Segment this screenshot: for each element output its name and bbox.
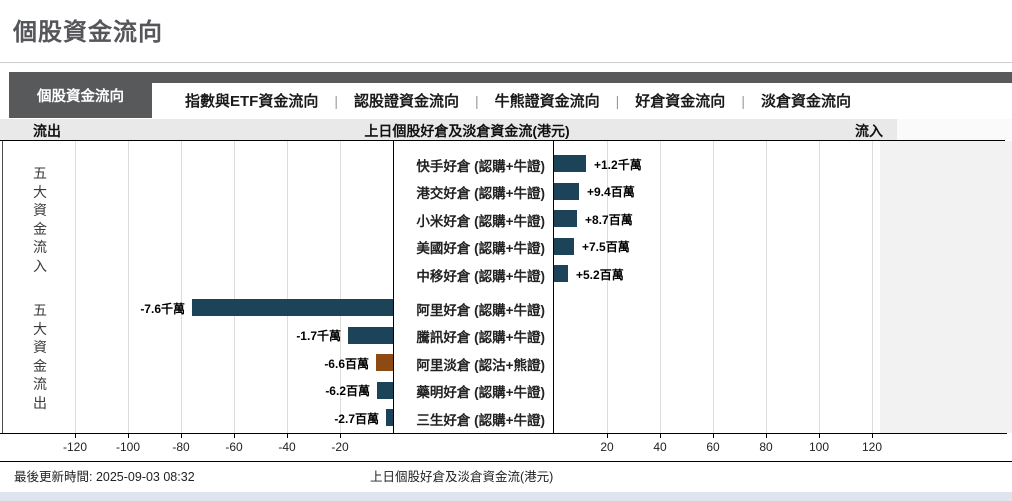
gridline: [287, 141, 288, 433]
footer-chart-caption: 上日個股好倉及淡倉資金流(港元): [370, 470, 554, 484]
group-label-top5-outflow: 五大資金流出: [33, 302, 47, 411]
axis-tick: [872, 434, 873, 438]
fund-flow-bar: [554, 210, 577, 227]
title-divider: [0, 62, 1012, 63]
gridline: [75, 141, 76, 433]
row-label: 港交好倉 (認購+牛證): [416, 186, 545, 201]
tab-long-position-fund-flow[interactable]: 好倉資金流向: [635, 93, 726, 110]
label-column-right-border: [553, 141, 554, 433]
row-label: 快手好倉 (認購+牛證): [416, 158, 545, 174]
bar-value-label: +9.4百萬: [587, 185, 635, 199]
axis-tick: [340, 434, 341, 438]
row-label: 三生好倉 (認購+牛證): [416, 412, 545, 428]
row-label: 阿里淡倉 (認沽+熊證): [416, 357, 545, 373]
tabbar: 指數與ETF資金流向 | 認股證資金流向 | 牛熊證資金流向 | 好倉資金流向 …: [152, 83, 867, 118]
label-column-left-border: [393, 141, 394, 433]
axis-tick-label: -120: [62, 440, 88, 454]
axis-tick: [607, 434, 608, 438]
chart-header-strip: [0, 119, 897, 140]
axis-tick: [819, 434, 820, 438]
bar-value-label: -2.7百萬: [334, 411, 379, 426]
gridline: [181, 141, 182, 433]
axis-tick-label: 20: [600, 440, 614, 454]
row-label: 中移好倉 (認購+牛證): [416, 268, 545, 284]
row-label: 小米好倉 (認購+牛證): [416, 213, 545, 229]
gridline: [713, 141, 714, 433]
page-title: 個股資金流向: [13, 19, 163, 46]
gridline: [234, 141, 235, 433]
fund-flow-bar: [192, 299, 393, 316]
chart-title: 上日個股好倉及淡倉資金流(港元): [364, 123, 570, 139]
gridline: [872, 141, 873, 433]
x-axis-line: [0, 433, 1007, 434]
chart-left-border: [2, 141, 3, 433]
bar-value-label: -6.2百萬: [325, 384, 370, 398]
row-label: 阿里好倉 (認購+牛證): [416, 302, 545, 318]
row-label: 藥明好倉 (認購+牛證): [416, 385, 545, 400]
axis-tick-label: 120: [861, 440, 883, 454]
tab-separator: |: [615, 92, 620, 109]
axis-tick-label: -20: [331, 440, 349, 454]
axis-tick: [181, 434, 182, 438]
chart-header-strip-right: [897, 119, 1012, 140]
bar-value-label: -6.6百萬: [324, 356, 369, 371]
bar-value-label: +8.7百萬: [585, 212, 633, 227]
bar-value-label: +7.5百萬: [582, 240, 630, 254]
bar-value-label: +5.2百萬: [576, 267, 624, 282]
row-label: 騰訊好倉 (認購+牛證): [416, 330, 545, 345]
gridline: [819, 141, 820, 433]
gridline: [660, 141, 661, 433]
bottom-strip: [0, 492, 1012, 501]
axis-tick-label: -60: [225, 440, 243, 454]
gridline: [340, 141, 341, 433]
row-label: 美國好倉 (認購+牛證): [416, 241, 545, 256]
axis-tick: [713, 434, 714, 438]
axis-tick-label: 80: [759, 440, 773, 454]
tab-cbbc-fund-flow[interactable]: 牛熊證資金流向: [494, 93, 600, 110]
chart-top-border: [0, 140, 1005, 141]
tab-separator: |: [741, 92, 745, 109]
fund-flow-bar: [348, 326, 393, 344]
tabbar-top-strip: [9, 72, 1012, 83]
axis-tick: [234, 434, 235, 438]
fund-flow-bar: [554, 237, 574, 255]
group-label-top5-inflow: 五大資金流入: [33, 165, 47, 274]
outflow-axis-label: 流出: [33, 123, 61, 139]
gridline: [128, 141, 129, 433]
fund-flow-bar: [376, 354, 393, 371]
axis-tick-label: -100: [115, 440, 141, 454]
tab-warrant-fund-flow[interactable]: 認股證資金流向: [353, 93, 459, 110]
tab-short-position-fund-flow[interactable]: 淡倉資金流向: [760, 93, 851, 110]
plot-right-filler: [880, 141, 1012, 433]
bar-value-label: -7.6千萬: [140, 301, 185, 316]
axis-tick-label: -80: [172, 440, 190, 454]
axis-tick: [75, 434, 76, 438]
axis-tick: [766, 434, 767, 438]
tab-separator: |: [334, 92, 338, 109]
axis-tick-label: 100: [808, 440, 830, 454]
inflow-axis-label: 流入: [855, 123, 883, 139]
axis-tick-label: 40: [653, 440, 667, 454]
fund-flow-bar: [554, 182, 579, 200]
axis-tick: [287, 434, 288, 438]
fund-flow-bar: [377, 381, 393, 399]
axis-tick: [660, 434, 661, 438]
tab-index-etf-fund-flow[interactable]: 指數與ETF資金流向: [185, 93, 319, 110]
axis-tick: [128, 434, 129, 438]
bar-value-label: +1.2千萬: [594, 157, 642, 172]
axis-tick-label: -40: [278, 440, 296, 454]
fund-flow-bar: [554, 155, 586, 172]
fund-flow-bar: [386, 409, 393, 426]
gridline: [607, 141, 608, 433]
tab-separator: |: [475, 92, 479, 109]
tab-individual-stock-fund-flow[interactable]: 個股資金流向: [9, 72, 152, 118]
fund-flow-bar: [554, 265, 568, 282]
gridline: [766, 141, 767, 433]
footer-divider: [0, 461, 1012, 462]
axis-tick-label: 60: [706, 440, 720, 454]
last-updated-time: 最後更新時間: 2025-09-03 08:32: [14, 470, 195, 484]
bar-value-label: -1.7千萬: [296, 329, 341, 343]
